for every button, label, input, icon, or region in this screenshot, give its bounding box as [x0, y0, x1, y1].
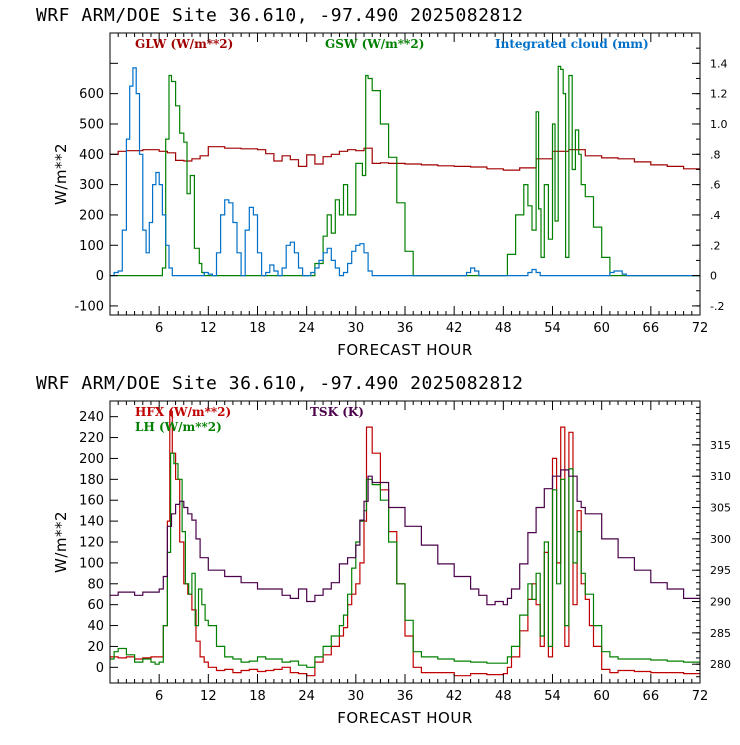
- y2-tick-label: 300: [710, 533, 731, 546]
- y-tick-label: 20: [87, 640, 104, 655]
- legend-entry: Integrated cloud (mm): [495, 37, 649, 51]
- y-tick-label: 140: [79, 515, 104, 530]
- y2-tick-label: 280: [710, 658, 731, 671]
- y-axis-left: 0 20 40 60 80 100 120 140 160 180 200 220 240: [79, 410, 118, 676]
- y2-tick-label: .6: [710, 179, 721, 192]
- x-axis: 6 12 18 24 30 36 42 48 54 60 66 72: [109, 401, 709, 704]
- legend-entry: HFX (W/m**2): [135, 405, 231, 419]
- series-group: [110, 65, 700, 277]
- series-line-glw: [110, 146, 700, 171]
- y2-tick-label: -.2: [710, 300, 724, 313]
- y-tick-label: 220: [79, 431, 104, 446]
- y2-tick-label: 295: [710, 564, 731, 577]
- x-tick-label: 72: [692, 321, 709, 336]
- y2-tick-label: 1.2: [710, 88, 728, 101]
- x-tick-label: 36: [397, 321, 414, 336]
- x-axis-label: FORECAST HOUR: [337, 341, 473, 359]
- y-axis-label: W/m**2: [52, 143, 70, 205]
- x-tick-label: 54: [544, 321, 561, 336]
- series-line-gsw: [110, 65, 700, 277]
- y-tick-label: 100: [79, 239, 104, 254]
- y-axis-right: 280 285 290 295 300 305 310 315: [692, 400, 731, 684]
- x-tick-label: 24: [298, 689, 315, 704]
- x-tick-label: 30: [348, 689, 365, 704]
- y-axis-left: -100 0 100 200 300 400 500 600: [74, 32, 118, 314]
- y2-tick-label: 315: [710, 439, 731, 452]
- y2-tick-label: 1.0: [710, 118, 728, 131]
- y-tick-label: 180: [79, 473, 104, 488]
- x-tick-label: 24: [298, 321, 315, 336]
- y2-tick-label: 0: [710, 270, 717, 283]
- series-line-tsk: [110, 469, 700, 606]
- y2-tick-label: .2: [710, 239, 721, 252]
- y2-tick-label: .8: [710, 148, 721, 161]
- y2-tick-label: 290: [710, 596, 731, 609]
- x-tick-label: 6: [155, 689, 163, 704]
- x-tick-label: 66: [643, 321, 660, 336]
- y-tick-label: 160: [79, 494, 104, 509]
- legend: GLW (W/m**2) GSW (W/m**2) Integrated cloud…: [135, 37, 649, 51]
- x-tick-label: 48: [495, 321, 512, 336]
- y-tick-label: 0: [96, 661, 104, 676]
- x-tick-label: 36: [397, 689, 414, 704]
- y-axis-right: -.2 0 .2 .4 .6 .8 1.0 1.2 1.4: [692, 47, 728, 313]
- y-axis-label: W/m**2: [52, 511, 70, 573]
- series-group: [110, 410, 700, 677]
- y-tick-label: 500: [79, 117, 104, 132]
- y-tick-label: 100: [79, 556, 104, 571]
- y-tick-label: 600: [79, 87, 104, 102]
- legend-entry: TSK (K): [310, 405, 364, 419]
- x-tick-label: 18: [249, 321, 266, 336]
- x-tick-label: 12: [200, 321, 217, 336]
- y2-tick-label: 285: [710, 627, 731, 640]
- chart-panel-2: WRF ARM/DOE Site 36.610, -97.490 2025082…: [36, 373, 731, 727]
- x-tick-label: 60: [593, 321, 610, 336]
- y-tick-label: -100: [74, 299, 104, 314]
- y-tick-label: 40: [87, 619, 104, 634]
- x-tick-label: 12: [200, 689, 217, 704]
- legend-entry: GSW (W/m**2): [325, 37, 424, 51]
- y2-tick-label: .4: [710, 209, 721, 222]
- x-tick-label: 60: [593, 689, 610, 704]
- series-line-hfx: [110, 410, 700, 677]
- x-axis: 6 12 18 24 30 36 42 48 54 60 66 72: [109, 33, 709, 336]
- x-tick-label: 54: [544, 689, 561, 704]
- y-tick-label: 120: [79, 536, 104, 551]
- x-tick-label: 42: [446, 689, 463, 704]
- y2-tick-label: 305: [710, 502, 731, 515]
- chart-title: WRF ARM/DOE Site 36.610, -97.490 2025082…: [36, 373, 524, 394]
- chart-title: WRF ARM/DOE Site 36.610, -97.490 2025082…: [36, 5, 524, 26]
- x-tick-label: 18: [249, 689, 266, 704]
- y2-tick-label: 310: [710, 470, 731, 483]
- y2-tick-label: 1.4: [710, 57, 728, 70]
- y-tick-label: 240: [79, 410, 104, 425]
- y-tick-label: 0: [96, 269, 104, 284]
- x-tick-label: 66: [643, 689, 660, 704]
- y-tick-label: 200: [79, 452, 104, 467]
- y-tick-label: 300: [79, 178, 104, 193]
- x-tick-label: 48: [495, 689, 512, 704]
- chart-panel-1: WRF ARM/DOE Site 36.610, -97.490 2025082…: [36, 5, 728, 359]
- x-tick-label: 30: [348, 321, 365, 336]
- x-tick-label: 6: [155, 321, 163, 336]
- x-tick-label: 72: [692, 689, 709, 704]
- legend-entry: LH (W/m**2): [135, 420, 222, 434]
- legend: HFX (W/m**2)LH (W/m**2) TSK (K): [135, 405, 364, 434]
- x-tick-label: 42: [446, 321, 463, 336]
- y-tick-label: 80: [87, 577, 104, 592]
- y-tick-label: 400: [79, 148, 104, 163]
- y-tick-label: 60: [87, 598, 104, 613]
- y-tick-label: 200: [79, 208, 104, 223]
- x-axis-label: FORECAST HOUR: [337, 709, 473, 727]
- legend-entry: GLW (W/m**2): [135, 37, 233, 51]
- series-line-integrated: [110, 67, 700, 277]
